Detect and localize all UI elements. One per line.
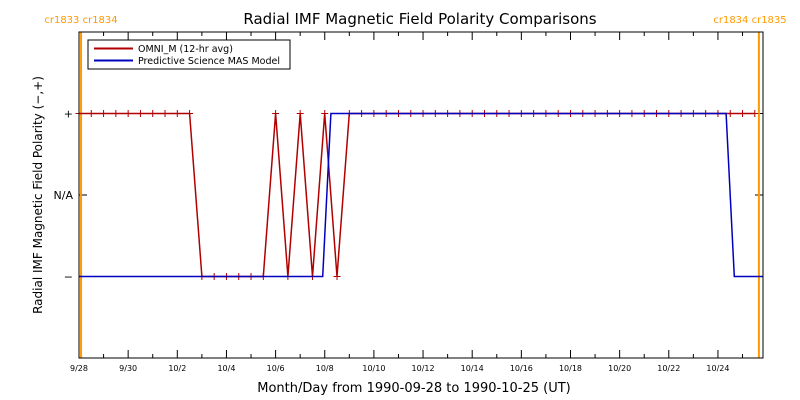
data-point-marker xyxy=(100,110,108,117)
data-point-marker xyxy=(321,110,329,117)
data-point-marker xyxy=(173,110,181,117)
x-tick-label: 10/20 xyxy=(608,364,631,373)
legend-box xyxy=(87,39,291,70)
series-line-1 xyxy=(79,112,763,278)
data-point-marker xyxy=(739,110,747,117)
x-tick-label: 9/28 xyxy=(70,364,88,373)
x-tick-label: 10/12 xyxy=(412,364,435,373)
data-point-marker xyxy=(87,110,95,117)
carrington-lines xyxy=(80,32,760,358)
carrington-label-end: cr1834 cr1835 xyxy=(713,15,786,26)
axis-ticks: 9/28 9/30 10/2 10/4 10/6 10/8 10/10 10/12 10/14 1… xyxy=(54,32,763,373)
x-tick-label: 10/16 xyxy=(510,364,533,373)
x-axis-label: Month/Day from 1990-09-28 to 1990-10-25 … xyxy=(257,381,570,396)
x-tick-label: 9/30 xyxy=(119,364,137,373)
data-point-marker xyxy=(272,110,280,117)
legend-label-mas: Predictive Science MAS Model xyxy=(138,56,280,67)
x-tick-label: 10/18 xyxy=(559,364,582,373)
x-tick-label: 10/22 xyxy=(657,364,680,373)
data-point-marker xyxy=(333,273,341,280)
y-tick-label: − xyxy=(64,271,73,284)
y-tick-label: + xyxy=(64,108,73,121)
data-point-marker xyxy=(112,110,120,117)
x-tick-label: 10/2 xyxy=(168,364,186,373)
legend-label-omni: OMNI_M (12-hr avg) xyxy=(138,44,233,55)
y-tick-label: N/A xyxy=(54,189,74,202)
y-axis-label: Radial IMF Magnetic Field Polarity (−,+) xyxy=(31,76,45,314)
x-tick-label: 10/24 xyxy=(706,364,729,373)
data-point-marker xyxy=(186,110,194,117)
data-point-marker xyxy=(124,110,132,117)
data-point-marker xyxy=(136,110,144,117)
plot-frame xyxy=(78,31,764,359)
x-tick-label: 10/8 xyxy=(316,364,334,373)
legend: OMNI_M (12-hr avg) Predictive Science MA… xyxy=(87,39,291,70)
x-tick-label: 10/10 xyxy=(362,364,385,373)
chart-title: Radial IMF Magnetic Field Polarity Compa… xyxy=(243,10,596,28)
data-point-marker xyxy=(161,110,169,117)
carrington-label-start: cr1833 cr1834 xyxy=(44,15,117,26)
data-point-marker xyxy=(726,110,734,117)
x-tick-label: 10/14 xyxy=(461,364,484,373)
data-series xyxy=(75,110,763,280)
data-point-marker xyxy=(149,110,157,117)
data-point-marker xyxy=(751,110,759,117)
data-point-marker xyxy=(296,110,304,117)
x-tick-label: 10/6 xyxy=(267,364,285,373)
x-tick-label: 10/4 xyxy=(217,364,235,373)
